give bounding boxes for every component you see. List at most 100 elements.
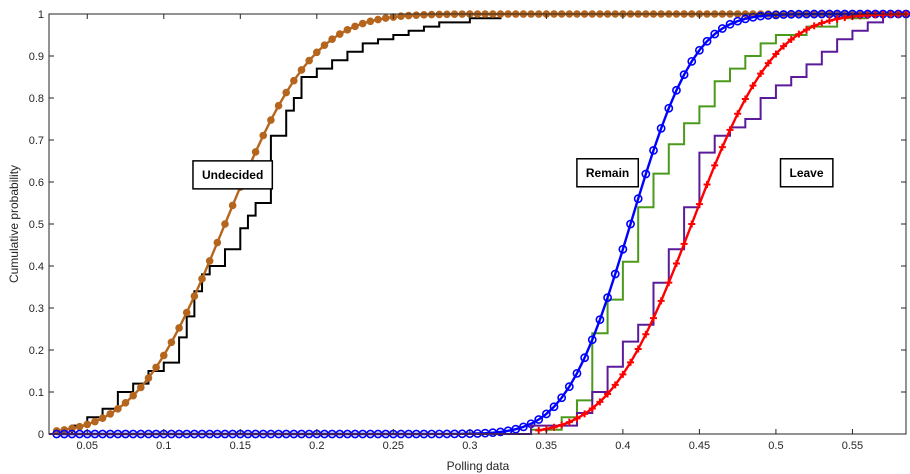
data-point — [549, 402, 559, 412]
data-point — [534, 415, 544, 424]
annotation-2: Leave — [779, 158, 834, 188]
data-point — [550, 423, 558, 431]
data-point — [335, 30, 344, 38]
y-tick-label: 1 — [38, 9, 44, 21]
data-point — [366, 17, 375, 26]
data-point — [810, 22, 818, 30]
data-point — [91, 417, 99, 426]
data-point — [734, 110, 742, 118]
empirical-step-line — [49, 13, 906, 435]
data-point — [535, 426, 543, 434]
x-tick-label: 0.45 — [689, 440, 710, 452]
data-point — [672, 85, 681, 95]
y-tick-label: 0 — [38, 429, 44, 441]
data-point — [702, 36, 712, 46]
data-point — [741, 95, 749, 103]
data-point — [274, 101, 283, 110]
data-point — [228, 201, 237, 210]
data-point — [656, 123, 666, 133]
data-point — [144, 374, 153, 382]
x-tick-label: 0.55 — [842, 440, 863, 452]
data-point — [687, 56, 697, 66]
data-point — [780, 42, 788, 50]
data-point — [833, 15, 841, 23]
plot-area — [49, 14, 906, 434]
data-point — [587, 335, 597, 345]
data-point — [879, 11, 887, 19]
annotation-1: Remain — [576, 158, 640, 188]
data-point — [679, 70, 689, 80]
data-point — [596, 398, 604, 406]
data-point — [121, 398, 130, 407]
data-point — [633, 194, 643, 204]
data-point — [381, 14, 390, 22]
data-point — [718, 143, 726, 151]
x-tick-label: 0.15 — [230, 440, 251, 452]
y-tick-label: 0.8 — [29, 93, 44, 105]
x-tick-label: 0.3 — [462, 440, 477, 452]
data-point — [619, 370, 627, 378]
data-point — [626, 219, 635, 229]
data-point — [733, 16, 743, 26]
data-point — [137, 383, 145, 392]
data-point — [106, 410, 115, 418]
series-0 — [49, 13, 906, 435]
data-point — [611, 381, 619, 389]
empirical-step-line — [49, 13, 906, 435]
data-point — [320, 41, 329, 50]
x-axis-label: Polling data — [447, 459, 510, 473]
data-point — [290, 76, 298, 85]
data-point — [152, 363, 160, 372]
data-point — [665, 279, 673, 287]
y-axis-label: Cumulative probability — [7, 165, 21, 283]
data-point — [588, 404, 596, 412]
data-point — [313, 48, 321, 57]
data-point — [725, 19, 735, 29]
data-point — [565, 418, 573, 426]
data-point — [420, 11, 428, 19]
annotation-box — [192, 160, 274, 190]
annotation-layer: Undecided Remain Leave — [192, 158, 834, 190]
y-tick-label: 0.6 — [29, 177, 44, 189]
annotation-box — [576, 158, 640, 188]
annotation-box — [779, 158, 834, 188]
data-point — [864, 11, 872, 19]
plot-background — [49, 14, 906, 434]
data-point — [167, 338, 176, 347]
data-point — [695, 45, 704, 55]
x-tick-label: 0.5 — [768, 440, 783, 452]
data-point — [764, 59, 772, 67]
data-point — [757, 70, 765, 78]
series-5 — [535, 10, 910, 434]
y-tick-label: 0.9 — [29, 51, 44, 63]
annotation-text: Leave — [790, 166, 824, 180]
x-tick-label: 0.1 — [156, 440, 171, 452]
data-point — [190, 292, 199, 300]
data-point — [114, 405, 122, 413]
data-point — [710, 29, 720, 39]
data-point — [564, 382, 574, 392]
y-tick-label: 0.3 — [29, 303, 44, 315]
y-tick-label: 0.2 — [29, 345, 44, 357]
data-point — [595, 315, 605, 325]
data-point — [787, 36, 795, 44]
annotation-text: Remain — [586, 166, 629, 180]
data-point — [282, 88, 291, 97]
data-point — [703, 180, 711, 188]
data-point — [427, 10, 436, 19]
data-point — [404, 11, 413, 20]
y-tick-label: 0.4 — [29, 261, 44, 273]
x-tick-label: 0.35 — [536, 440, 557, 452]
data-point — [642, 330, 650, 338]
data-point — [328, 35, 336, 43]
data-point — [717, 24, 727, 33]
data-point — [175, 324, 183, 332]
x-tick-label: 0.4 — [615, 440, 630, 452]
empirical-step-line — [49, 13, 906, 435]
series-4 — [49, 13, 906, 435]
data-point — [213, 238, 222, 247]
data-point — [818, 19, 826, 27]
data-point — [259, 131, 268, 140]
data-point — [297, 66, 306, 74]
